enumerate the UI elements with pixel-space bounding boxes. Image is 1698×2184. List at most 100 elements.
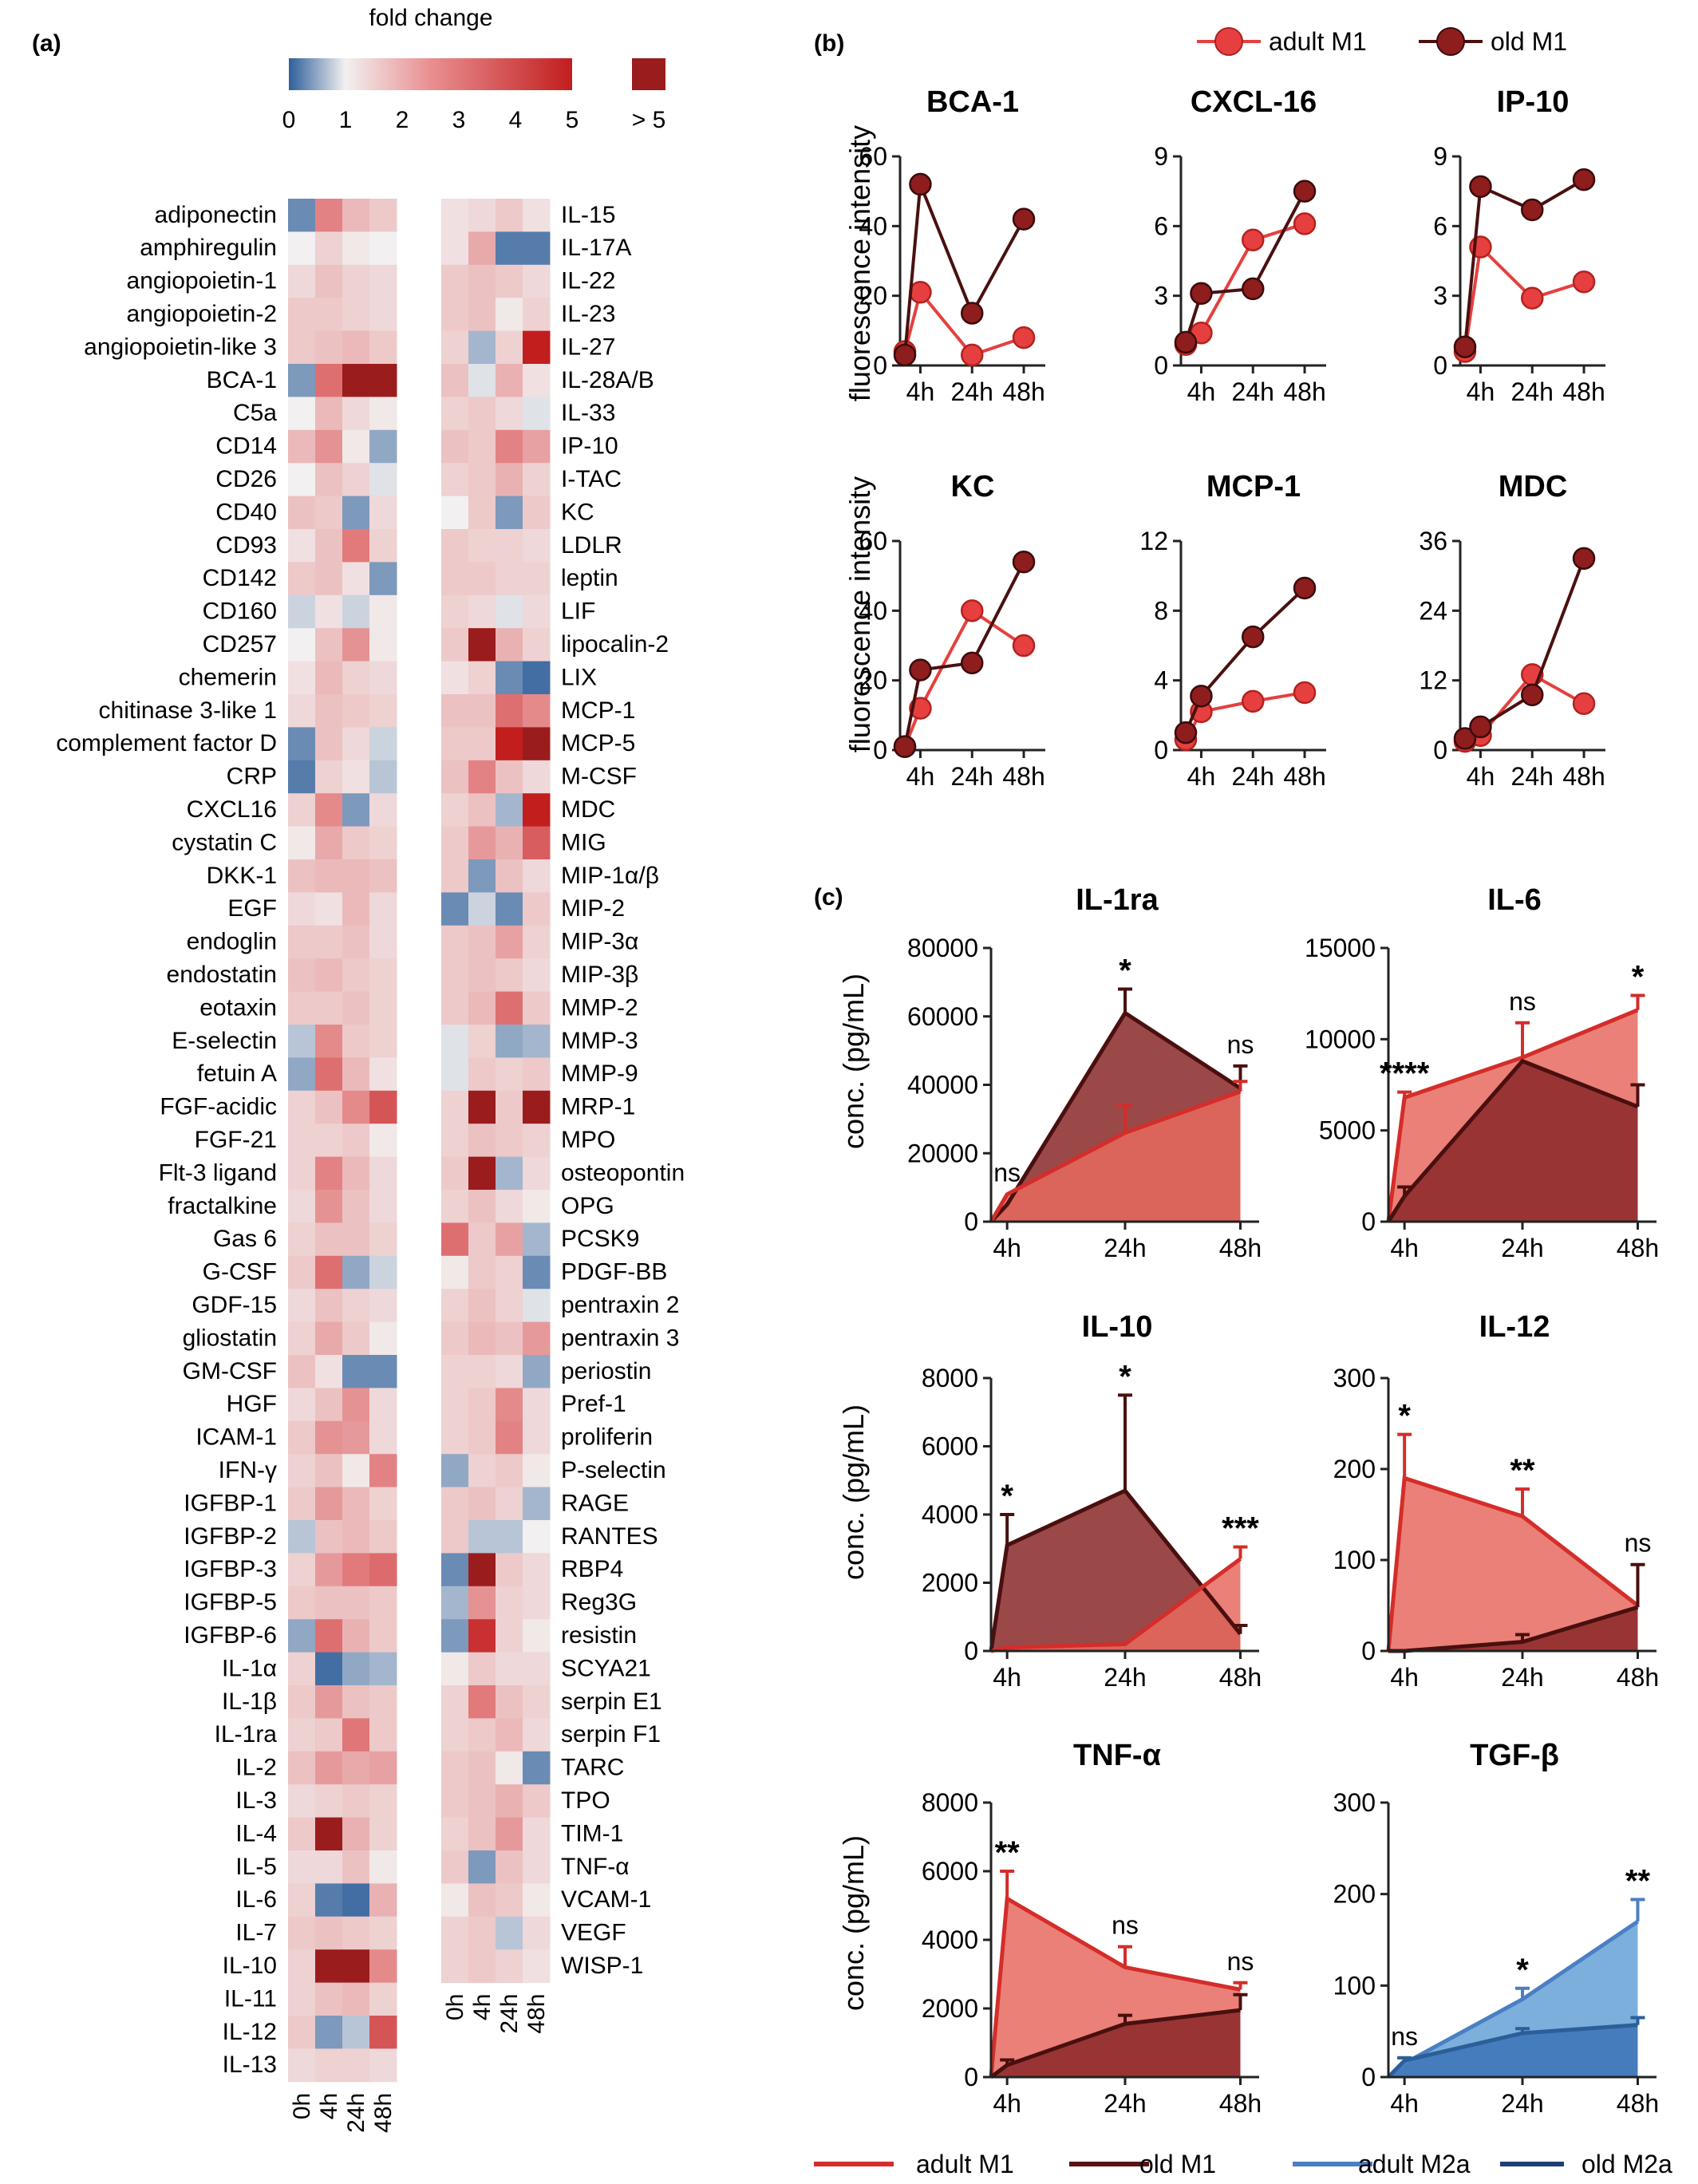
heatmap-cell bbox=[523, 1949, 551, 1984]
colorbar-gradient bbox=[289, 58, 572, 90]
heatmap-row-label: TPO bbox=[561, 1787, 610, 1814]
x-tick-label: 24h bbox=[1232, 377, 1274, 406]
data-point bbox=[1241, 228, 1265, 252]
y-tick-label: 40 bbox=[859, 211, 887, 240]
heatmap-cell bbox=[342, 1355, 370, 1388]
heatmap-cell bbox=[369, 1520, 397, 1554]
heatmap-cell bbox=[369, 1355, 397, 1388]
heatmap-cell bbox=[523, 1454, 551, 1488]
x-tick-label: 24h bbox=[1232, 762, 1274, 791]
heatmap-row-label: IL-27 bbox=[561, 334, 615, 360]
heatmap-cell bbox=[496, 991, 523, 1025]
heatmap-cell bbox=[496, 1321, 523, 1356]
heatmap-cell bbox=[468, 1949, 496, 1984]
heatmap-cell bbox=[369, 1916, 397, 1950]
data-point bbox=[1293, 576, 1317, 600]
heatmap-cell bbox=[441, 397, 469, 431]
heatmap-cell bbox=[441, 661, 469, 695]
heatmap-cell bbox=[369, 1090, 397, 1124]
data-point bbox=[1572, 547, 1596, 571]
heatmap-cell bbox=[315, 231, 343, 266]
heatmap-cell bbox=[369, 1586, 397, 1620]
heatmap-cell bbox=[369, 298, 397, 332]
heatmap-cell bbox=[496, 529, 523, 563]
area-chart-il-6: IL-6 0 5000 10000 15000 4h 24h 48h **** ns * bbox=[1305, 883, 1659, 1262]
heatmap-cell bbox=[315, 199, 343, 232]
data-point bbox=[960, 651, 984, 675]
heatmap-cell bbox=[468, 1487, 496, 1521]
heatmap-cell bbox=[342, 1619, 370, 1653]
heatmap-cell bbox=[441, 1388, 469, 1422]
y-tick-label: 300 bbox=[1333, 1364, 1376, 1392]
heatmap-cell bbox=[523, 1586, 551, 1620]
line-chart-mcp-1: MCP-1 0 4 8 12 4h 24h 48h bbox=[1139, 470, 1326, 791]
heatmap-cell bbox=[523, 1850, 551, 1884]
heatmap-cell bbox=[369, 1420, 397, 1455]
heatmap-cell bbox=[288, 1124, 316, 1158]
heatmap-row-label: IP-10 bbox=[561, 433, 618, 460]
heatmap-cell bbox=[523, 1222, 551, 1257]
heatmap-cell bbox=[342, 231, 370, 266]
heatmap-row-label: CD160 bbox=[203, 598, 277, 625]
y-tick-label: 0 bbox=[964, 1207, 978, 1236]
heatmap-cell bbox=[441, 496, 469, 530]
panel-c-label: (c) bbox=[814, 884, 843, 910]
heatmap-row-label: CD257 bbox=[203, 631, 277, 658]
data-point bbox=[1012, 550, 1036, 574]
y-tick-label: 8 bbox=[1154, 596, 1168, 625]
heatmap-cell bbox=[288, 364, 316, 397]
heatmap-cell bbox=[288, 1355, 316, 1388]
heatmap-cell bbox=[315, 1355, 343, 1388]
data-point bbox=[960, 302, 984, 325]
heatmap-row-label: resistin bbox=[561, 1622, 637, 1649]
heatmap-cell bbox=[441, 1949, 469, 1984]
significance-label: ns bbox=[1227, 1030, 1254, 1059]
heatmap-cell bbox=[369, 330, 397, 365]
x-tick-label: 24h bbox=[951, 377, 993, 406]
heatmap-cell bbox=[496, 1289, 523, 1323]
heatmap-cell bbox=[342, 1454, 370, 1488]
legend-c-adult-m1-text: adult M1 bbox=[916, 2150, 1014, 2178]
heatmap-cell bbox=[369, 1982, 397, 2016]
heatmap-cell bbox=[315, 694, 343, 728]
heatmap-cell bbox=[468, 1751, 496, 1785]
heatmap-cell bbox=[315, 1420, 343, 1455]
heatmap-row-label: IL-28A/B bbox=[561, 367, 654, 393]
heatmap-row-label: IL-13 bbox=[223, 2052, 277, 2078]
heatmap-row-label: IL-10 bbox=[223, 1953, 277, 1979]
y-tick-label: 5000 bbox=[1319, 1116, 1376, 1145]
colorbar-tick-label: 3 bbox=[452, 107, 466, 133]
heatmap-cell bbox=[441, 1057, 469, 1092]
heatmap-row-label: ICAM-1 bbox=[195, 1424, 277, 1451]
heatmap-cell bbox=[369, 628, 397, 662]
y-tick-label: 36 bbox=[1419, 527, 1447, 555]
heatmap-row-label: fetuin A bbox=[197, 1060, 277, 1087]
heatmap-cell bbox=[342, 463, 370, 497]
heatmap-cell bbox=[288, 397, 316, 431]
heatmap-cell bbox=[496, 1222, 523, 1257]
heatmap-cell bbox=[315, 1883, 343, 1917]
heatmap-cell bbox=[288, 1156, 316, 1191]
heatmap-row-label: adiponectin bbox=[155, 202, 277, 228]
heatmap-cell bbox=[496, 298, 523, 332]
heatmap-cell bbox=[288, 958, 316, 993]
heatmap-cell bbox=[496, 1156, 523, 1191]
legend-b-adult-text: adult M1 bbox=[1269, 27, 1367, 56]
heatmap-cell bbox=[315, 1190, 343, 1223]
y-tick-label: 60 bbox=[859, 527, 887, 555]
heatmap-cell bbox=[315, 1388, 343, 1422]
heatmap-row-label: CD40 bbox=[215, 499, 277, 525]
heatmap-cell bbox=[342, 1685, 370, 1719]
heatmap-column-label: 0h bbox=[289, 2093, 315, 2119]
series-line bbox=[1184, 586, 1306, 733]
heatmap-cell bbox=[315, 397, 343, 431]
heatmap-row-label: MIG bbox=[561, 829, 606, 855]
heatmap-row-label: MPO bbox=[561, 1127, 615, 1153]
chart-title: IL-12 bbox=[1479, 1310, 1550, 1344]
legend-b-old-marker bbox=[1436, 27, 1465, 56]
heatmap-cell bbox=[315, 298, 343, 332]
heatmap-row-label: IL-11 bbox=[224, 1985, 277, 2012]
y-tick-label: 9 bbox=[1154, 142, 1168, 171]
heatmap-cell bbox=[496, 1652, 523, 1686]
heatmap-cell bbox=[496, 1487, 523, 1521]
